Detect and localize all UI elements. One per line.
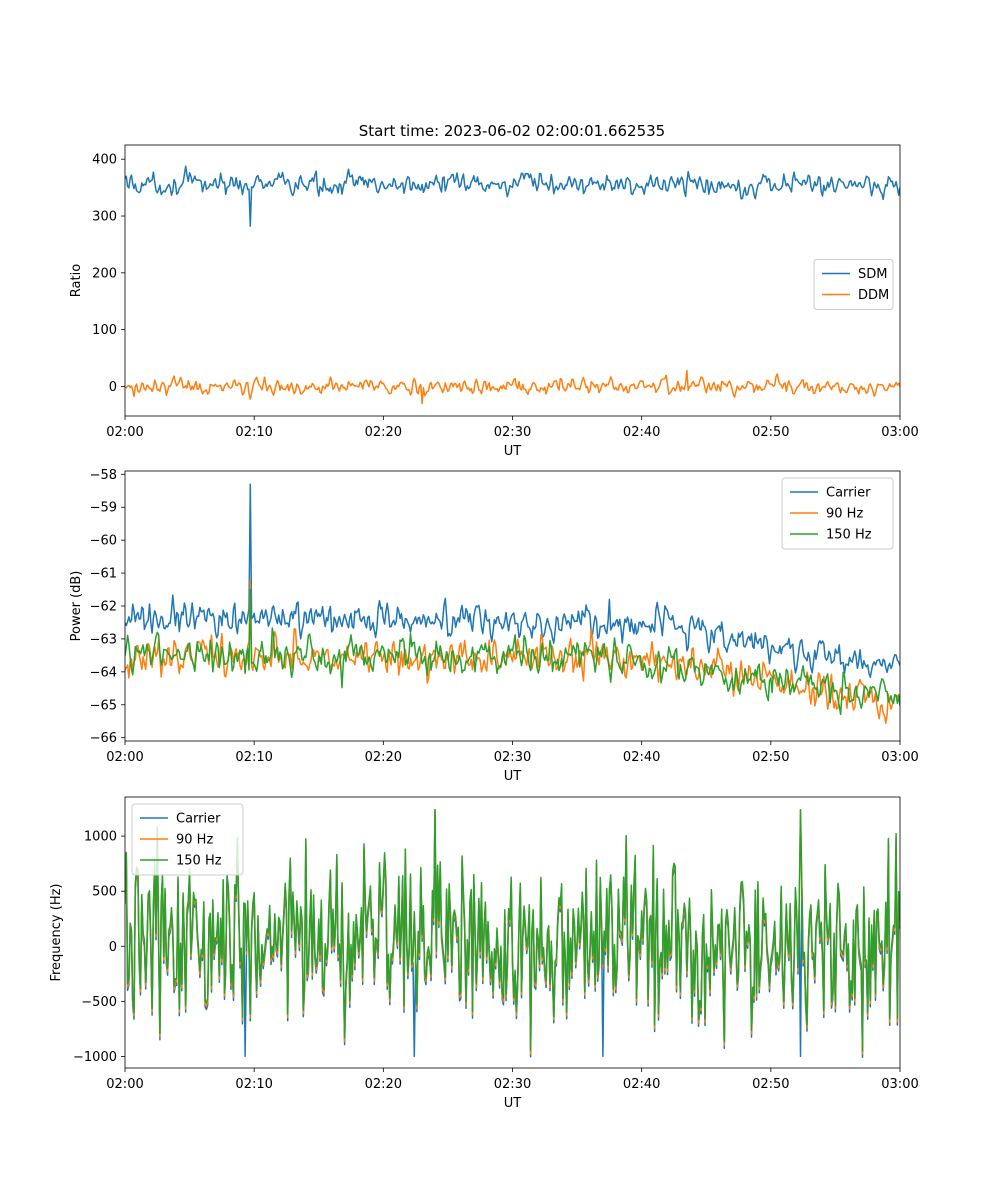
x-tick-label: 02:40 bbox=[623, 1077, 660, 1092]
y-axis-label: Ratio bbox=[69, 264, 84, 297]
legend-label: Carrier bbox=[826, 486, 871, 501]
legend: Carrier 90 Hz 150 Hz bbox=[131, 803, 244, 876]
y-tick-label: −60 bbox=[90, 534, 117, 549]
y-tick-label: 100 bbox=[92, 323, 117, 338]
y-axis-label: Power (dB) bbox=[69, 571, 84, 642]
y-tick-label: 200 bbox=[92, 266, 117, 281]
x-tick-label: 02:00 bbox=[106, 425, 143, 440]
series-group bbox=[125, 165, 900, 405]
legend-box bbox=[813, 259, 894, 310]
x-axis-label: UT bbox=[504, 769, 522, 784]
panel-3: 02:00 02:10 02:20 02:30 02:40 02:50 03:00 −1000… bbox=[49, 796, 919, 1111]
x-tick-label: 02:30 bbox=[494, 1077, 531, 1092]
panel-1: 02:00 02:10 02:20 02:30 02:40 02:50 03:00 0 100 2… bbox=[69, 144, 919, 459]
y-tick-label: 0 bbox=[109, 380, 117, 395]
legend-label: SDM bbox=[858, 267, 887, 282]
x-tick-label: 03:00 bbox=[881, 425, 918, 440]
x-tick-label: 02:30 bbox=[494, 750, 531, 765]
y-tick-label: −66 bbox=[90, 731, 117, 746]
legend-label: 90 Hz bbox=[826, 507, 863, 522]
x-tick-label: 02:50 bbox=[752, 1077, 789, 1092]
x-tick-label: 02:00 bbox=[106, 750, 143, 765]
legend-box bbox=[131, 803, 244, 876]
series-line-sdm bbox=[125, 165, 900, 227]
x-tick-label: 02:00 bbox=[106, 1077, 143, 1092]
y-tick-label: −61 bbox=[90, 567, 117, 582]
legend-label: DDM bbox=[858, 288, 889, 303]
y-tick-label: −65 bbox=[90, 698, 117, 713]
x-tick-label: 03:00 bbox=[881, 750, 918, 765]
x-tick-label: 03:00 bbox=[881, 1077, 918, 1092]
y-axis-label: Frequency (Hz) bbox=[49, 883, 64, 981]
legend: Carrier 90 Hz 150 Hz bbox=[781, 477, 894, 550]
series-group bbox=[125, 808, 900, 1059]
series-line-ddm bbox=[125, 369, 900, 405]
x-tick-label: 02:20 bbox=[365, 1077, 402, 1092]
figure-title: Start time: 2023-06-02 02:00:01.662535 bbox=[359, 122, 665, 140]
y-tick-label: −64 bbox=[90, 665, 117, 680]
legend-label: 150 Hz bbox=[176, 854, 222, 869]
x-tick-label: 02:40 bbox=[623, 750, 660, 765]
y-tick-label: −59 bbox=[90, 501, 117, 516]
x-tick-label: 02:30 bbox=[494, 425, 531, 440]
y-tick-label: 1000 bbox=[84, 830, 117, 845]
y-tick-label: −58 bbox=[90, 468, 117, 483]
legend-label: Carrier bbox=[176, 812, 221, 827]
x-axis-label: UT bbox=[504, 1096, 522, 1111]
y-tick-label: 500 bbox=[92, 885, 117, 900]
panel-2: 02:00 02:10 02:20 02:30 02:40 02:50 03:00 −66 −6… bbox=[69, 468, 919, 784]
y-tick-label: −63 bbox=[90, 632, 117, 647]
x-tick-label: 02:20 bbox=[365, 425, 402, 440]
panels: 02:00 02:10 02:20 02:30 02:40 02:50 03:00 0 100 2… bbox=[49, 144, 919, 1111]
y-tick-label: 300 bbox=[92, 210, 117, 225]
series-line-carrier bbox=[125, 483, 900, 679]
legend-box bbox=[781, 477, 894, 550]
series-line-90-hz bbox=[125, 578, 900, 725]
x-tick-label: 02:20 bbox=[365, 750, 402, 765]
y-tick-label: −62 bbox=[90, 600, 117, 615]
series-group bbox=[125, 483, 900, 725]
y-tick-label: −500 bbox=[81, 995, 117, 1010]
legend-label: 90 Hz bbox=[176, 833, 213, 848]
y-tick-label: 400 bbox=[92, 153, 117, 168]
legend: SDM DDM bbox=[813, 259, 894, 310]
series-line-150-hz bbox=[125, 808, 900, 1052]
y-tick-label: −1000 bbox=[73, 1050, 117, 1065]
y-tick-label: 0 bbox=[109, 940, 117, 955]
x-tick-label: 02:40 bbox=[623, 425, 660, 440]
x-tick-label: 02:10 bbox=[235, 750, 272, 765]
x-tick-label: 02:10 bbox=[235, 425, 272, 440]
series-line-150-hz bbox=[125, 588, 900, 716]
x-tick-label: 02:10 bbox=[235, 1077, 272, 1092]
legend-label: 150 Hz bbox=[826, 528, 872, 543]
x-axis-label: UT bbox=[504, 444, 522, 459]
x-tick-label: 02:50 bbox=[752, 750, 789, 765]
x-tick-label: 02:50 bbox=[752, 425, 789, 440]
